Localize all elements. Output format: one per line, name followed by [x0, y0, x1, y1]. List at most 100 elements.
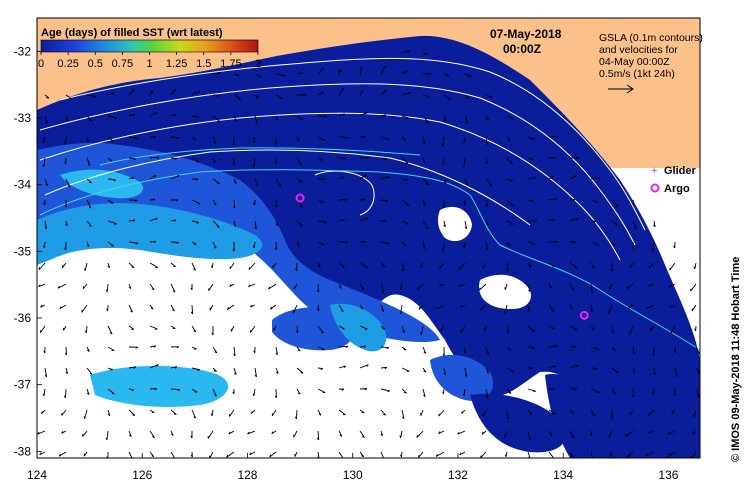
velocity-arrow — [128, 262, 135, 269]
velocity-arrow-head — [597, 177, 601, 180]
velocity-arrow-head — [107, 413, 111, 417]
velocity-arrow — [275, 94, 283, 99]
velocity-arrow — [86, 367, 93, 375]
velocity-arrow — [272, 262, 277, 269]
velocity-arrow — [107, 220, 117, 225]
sst-light-patch — [60, 169, 144, 199]
velocity-arrow — [627, 451, 634, 458]
velocity-arrow — [548, 262, 556, 268]
velocity-arrow-head — [343, 365, 347, 369]
velocity-arrow-head — [45, 183, 48, 186]
velocity-arrow-head — [156, 156, 160, 159]
velocity-arrow — [457, 430, 466, 435]
velocity-arrow — [268, 283, 277, 290]
velocity-arrow-head — [213, 246, 217, 249]
velocity-arrow-head — [486, 371, 490, 374]
velocity-arrow — [401, 91, 411, 96]
velocity-arrow — [128, 325, 135, 330]
velocity-arrow — [296, 115, 304, 121]
velocity-arrow-head — [443, 224, 446, 228]
velocity-arrow — [464, 220, 468, 229]
velocity-arrow-head — [362, 198, 366, 202]
velocity-arrow-head — [153, 345, 157, 348]
velocity-arrow-head — [174, 366, 178, 369]
velocity-arrow-head — [652, 353, 655, 357]
x-tick-label: 126 — [132, 468, 152, 482]
velocity-arrow — [57, 283, 67, 289]
velocity-arrow — [107, 199, 114, 204]
velocity-arrow — [65, 367, 69, 374]
velocity-arrow-head — [572, 199, 576, 202]
velocity-arrow-head — [399, 435, 402, 438]
colorbar-tick-label: 2 — [255, 58, 261, 70]
velocity-arrow-head — [64, 247, 67, 251]
velocity-arrow — [128, 366, 136, 369]
velocity-arrow-head — [216, 226, 220, 228]
velocity-arrow — [247, 430, 256, 435]
velocity-arrow — [691, 304, 697, 312]
velocity-arrow — [107, 346, 115, 351]
velocity-arrow — [401, 325, 406, 333]
y-tick-label: -35 — [14, 244, 32, 258]
velocity-arrow-head — [190, 454, 193, 458]
velocity-arrow — [628, 304, 634, 310]
velocity-arrow — [690, 283, 697, 292]
velocity-arrow — [338, 430, 343, 437]
velocity-arrow — [435, 451, 445, 457]
velocity-arrow-head — [214, 394, 217, 397]
velocity-arrow — [380, 409, 387, 416]
velocity-arrow-head — [422, 160, 425, 164]
velocity-arrow-head — [175, 199, 179, 202]
velocity-arrow — [271, 409, 277, 417]
velocity-arrow — [485, 199, 489, 207]
velocity-arrow — [380, 366, 388, 369]
velocity-arrow-head — [316, 289, 320, 293]
gsla-contour — [44, 149, 531, 226]
velocity-arrow — [317, 67, 324, 75]
velocity-arrow-head — [648, 265, 651, 269]
velocity-arrow — [667, 430, 676, 436]
velocity-arrow-head — [632, 351, 635, 355]
velocity-arrow-head — [530, 158, 533, 161]
velocity-arrow — [84, 409, 88, 419]
velocity-arrow-head — [176, 346, 180, 349]
velocity-arrow — [128, 88, 135, 96]
velocity-arrow — [149, 430, 155, 438]
velocity-arrow — [504, 304, 508, 314]
velocity-arrow-head — [383, 114, 387, 117]
velocity-arrow-head — [403, 392, 407, 394]
velocity-arrow — [317, 346, 325, 350]
velocity-arrow-head — [129, 434, 132, 437]
sst-recent-region — [37, 35, 700, 458]
argo-marker-icon — [650, 183, 660, 193]
velocity-arrow-head — [41, 411, 43, 414]
colorbar-tick-label: 0 — [38, 58, 44, 70]
velocity-arrow — [652, 241, 655, 251]
velocity-arrow-head — [646, 306, 649, 309]
velocity-arrow-head — [39, 452, 42, 455]
velocity-arrow — [317, 388, 326, 393]
velocity-arrow-head — [339, 434, 343, 437]
velocity-arrow-head — [632, 370, 636, 373]
velocity-arrow — [359, 67, 362, 75]
velocity-arrow-head — [172, 290, 176, 293]
velocity-arrow — [483, 262, 487, 269]
velocity-arrow-head — [253, 350, 256, 354]
velocity-arrow — [504, 283, 508, 290]
velocity-arrow-head — [651, 391, 654, 395]
velocity-arrow-head — [590, 290, 593, 294]
velocity-arrow-head — [234, 181, 237, 184]
velocity-arrow-head — [381, 309, 384, 312]
velocity-arrow-head — [363, 241, 367, 244]
velocity-arrow-head — [232, 391, 235, 395]
velocity-arrow-head — [549, 434, 553, 437]
velocity-arrow-head — [65, 371, 68, 375]
velocity-arrow — [359, 156, 370, 159]
velocity-arrow-head — [575, 218, 578, 221]
velocity-arrow-head — [423, 370, 427, 373]
velocity-arrow-head — [478, 287, 481, 291]
velocity-arrow-head — [233, 205, 236, 209]
velocity-arrow — [438, 430, 445, 434]
velocity-arrow — [548, 304, 555, 312]
velocity-arrow-head — [324, 115, 328, 118]
